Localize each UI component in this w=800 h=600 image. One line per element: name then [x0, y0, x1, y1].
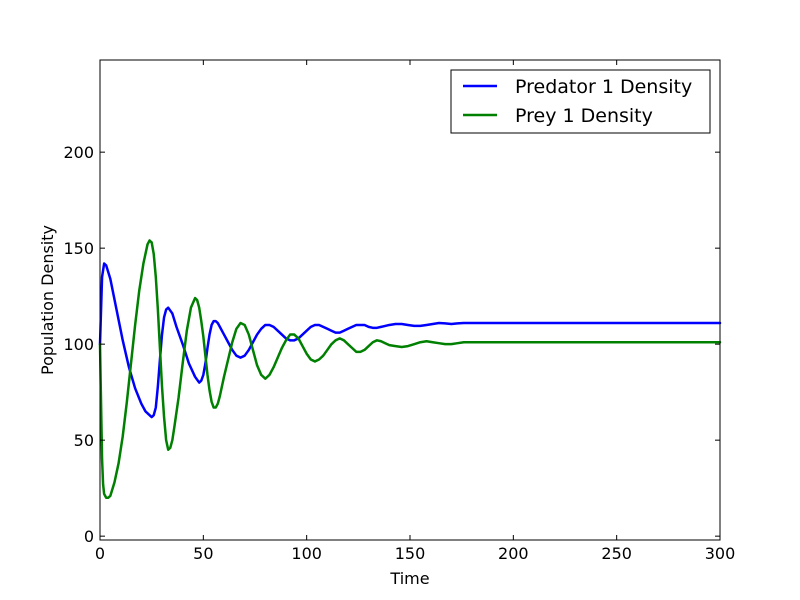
series-layer: [98, 239, 722, 500]
x-tick-label: 100: [291, 544, 322, 563]
y-tick-label: 100: [63, 335, 94, 354]
y-tick-label: 50: [74, 431, 94, 450]
legend-box: [450, 69, 711, 134]
x-axis-label: Time: [389, 569, 429, 588]
y-axis-ticks: 0 50 100 150 200: [63, 143, 720, 546]
x-axis-ticks: 0 50 100 150 200 250 300: [95, 60, 735, 563]
series-line-1: [98, 239, 722, 500]
y-tick-label: 200: [63, 143, 94, 162]
y-tick-label: 150: [63, 239, 94, 258]
x-tick-label: 250: [601, 544, 632, 563]
x-tick-label: 200: [498, 544, 529, 563]
x-tick-label: 150: [395, 544, 426, 563]
series-line-0: [98, 262, 722, 419]
legend-label-prey: Prey 1 Density: [515, 105, 653, 127]
y-axis-label: Population Density: [38, 225, 57, 375]
x-tick-label: 50: [193, 544, 213, 563]
x-tick-label: 300: [705, 544, 736, 563]
x-tick-label: 0: [95, 544, 105, 563]
legend-label-predator: Predator 1 Density: [515, 76, 692, 98]
y-tick-label: 0: [84, 527, 94, 546]
plot-area: [100, 60, 720, 540]
legend: Predator 1 Density Prey 1 Density: [450, 69, 711, 134]
